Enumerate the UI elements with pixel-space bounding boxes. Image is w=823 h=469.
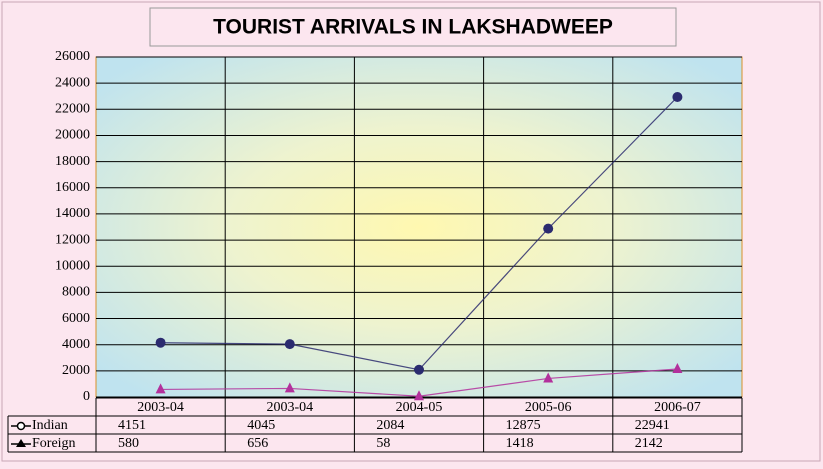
chart-title: TOURIST ARRIVALS IN LAKSHADWEEP: [213, 16, 613, 39]
y-tick-label: 26000: [55, 49, 90, 64]
point: [284, 339, 295, 350]
table-value: 580: [118, 436, 139, 451]
x-tick-label: 2003-04: [137, 400, 184, 415]
point: [155, 383, 166, 394]
y-tick-label: 10000: [55, 258, 90, 273]
y-tick-label: 18000: [55, 154, 90, 169]
table-value: 12875: [506, 418, 541, 433]
point: [155, 337, 166, 348]
point: [284, 382, 295, 393]
point: [672, 362, 683, 373]
y-tick-label: 2000: [62, 363, 90, 378]
legend-label: Indian: [32, 418, 68, 433]
point: [543, 372, 554, 383]
legend-marker: [16, 439, 26, 447]
table-value: 4045: [247, 418, 275, 433]
point: [414, 364, 424, 375]
x-tick-label: 2004-05: [396, 400, 443, 415]
y-tick-label: 24000: [55, 75, 90, 90]
y-tick-label: 14000: [55, 206, 90, 221]
x-tick-label: 2005-06: [525, 400, 572, 415]
title-box: [149, 7, 677, 47]
table-value: 1418: [506, 436, 534, 451]
y-tick-label: 0: [83, 389, 90, 404]
x-tick-label: 2006-07: [654, 400, 701, 415]
table-value: 2142: [635, 436, 663, 451]
y-tick-label: 12000: [55, 232, 90, 247]
table-value: 656: [247, 436, 268, 451]
y-tick-label: 16000: [55, 180, 90, 195]
point: [672, 92, 683, 103]
table-value: 22941: [635, 418, 670, 433]
plot-area: [95, 56, 743, 398]
point: [414, 390, 424, 401]
point: [543, 223, 554, 234]
y-tick-label: 8000: [62, 285, 90, 300]
legend-marker: [16, 421, 26, 431]
legend-label: Foreign: [32, 436, 76, 451]
x-tick-label: 2003-04: [266, 400, 313, 415]
table-value: 4151: [118, 418, 146, 433]
y-tick-label: 22000: [55, 102, 90, 117]
table-value: 58: [376, 436, 390, 451]
table-value: 2084: [376, 418, 404, 433]
y-tick-label: 4000: [62, 337, 90, 352]
y-tick-label: 6000: [62, 311, 90, 326]
y-tick-label: 20000: [55, 128, 90, 143]
